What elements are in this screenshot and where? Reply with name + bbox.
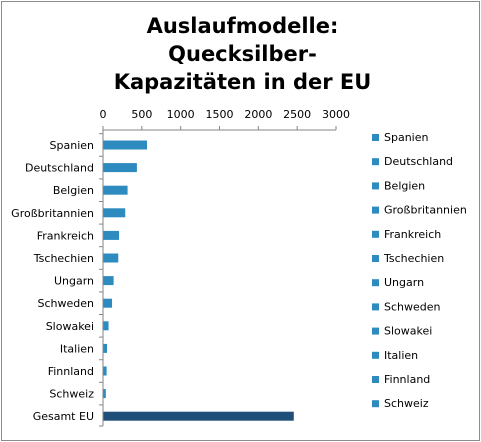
category-label: Gesamt EU xyxy=(33,410,94,423)
legend-label: Slowakei xyxy=(384,325,432,338)
legend-swatch xyxy=(372,327,379,335)
category-label: Tschechien xyxy=(33,252,94,265)
legend-swatch xyxy=(372,206,379,214)
bar xyxy=(103,163,137,173)
category-label: Spanien xyxy=(50,139,95,152)
category-label: Slowakei xyxy=(46,320,94,333)
x-tick-label: 3000 xyxy=(322,108,350,121)
category-label: Ungarn xyxy=(54,275,94,288)
category-label: Schweden xyxy=(38,297,95,310)
legend-swatch xyxy=(372,279,379,287)
legend-label: Spanien xyxy=(384,131,429,144)
bar xyxy=(103,253,119,263)
chart-title: Auslaufmodelle: Quecksilber- Kapazitäten… xyxy=(70,12,415,96)
category-label: Deutschland xyxy=(25,162,94,175)
bar xyxy=(103,321,109,331)
legend-label: Schweiz xyxy=(384,397,429,410)
legend-label: Schweden xyxy=(384,300,441,313)
legend-label: Belgien xyxy=(384,179,425,192)
x-tick-label: 500 xyxy=(131,108,152,121)
bar xyxy=(103,208,126,218)
x-tick-label: 2000 xyxy=(244,108,272,121)
x-tick-label: 1500 xyxy=(206,108,234,121)
bar xyxy=(103,230,120,240)
category-label: Frankreich xyxy=(37,229,94,242)
chart-title-line-1: Auslaufmodelle: Quecksilber- xyxy=(146,14,339,66)
bar xyxy=(103,298,113,308)
x-tick-label: 1000 xyxy=(167,108,195,121)
category-label: Finnland xyxy=(48,365,94,378)
bar xyxy=(103,276,114,286)
bar xyxy=(103,411,294,421)
legend-swatch xyxy=(372,400,379,408)
bar xyxy=(103,389,106,399)
legend-label: Italien xyxy=(384,349,418,362)
legend-swatch xyxy=(372,351,379,359)
legend-label: Ungarn xyxy=(384,276,424,289)
legend-swatch xyxy=(372,158,379,166)
bar xyxy=(103,366,107,376)
bar xyxy=(103,140,147,150)
legend-label: Deutschland xyxy=(384,155,453,168)
category-label: Schweiz xyxy=(49,388,94,401)
x-tick-label: 2500 xyxy=(283,108,311,121)
bar xyxy=(103,343,107,353)
legend-label: Tschechien xyxy=(383,252,444,265)
legend-swatch xyxy=(372,303,379,311)
bar xyxy=(103,185,128,195)
category-label: Belgien xyxy=(53,184,94,197)
legend-swatch xyxy=(372,230,379,238)
legend-label: Frankreich xyxy=(384,228,441,241)
category-label: Großbritannien xyxy=(11,207,94,220)
legend-label: Finnland xyxy=(384,373,430,386)
legend-swatch xyxy=(372,182,379,190)
category-label: Italien xyxy=(60,342,94,355)
legend-swatch xyxy=(372,376,379,383)
legend-swatch xyxy=(372,255,379,262)
x-tick-label: 0 xyxy=(100,108,107,121)
legend-swatch xyxy=(372,134,379,141)
chart-title-line-2: Kapazitäten in der EU xyxy=(113,70,372,94)
legend-label: Großbritannien xyxy=(384,204,467,217)
